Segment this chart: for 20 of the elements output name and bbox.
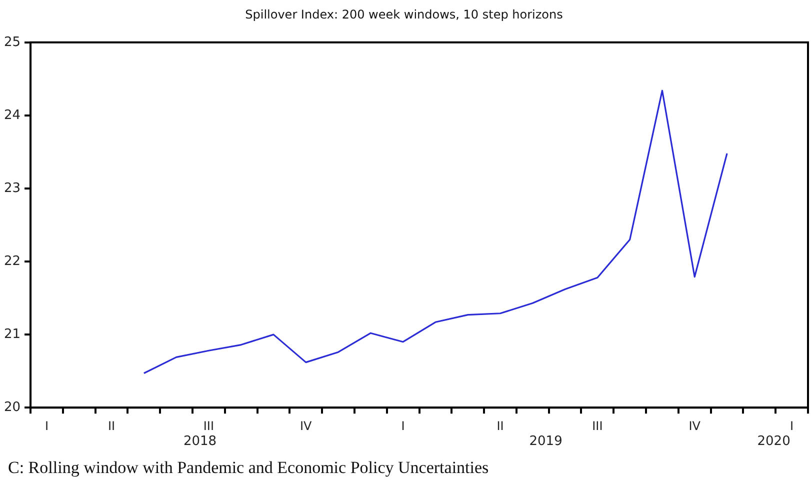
text: 2020: [757, 434, 790, 449]
text: 2019: [529, 434, 562, 449]
x-tick-label: IV: [300, 418, 313, 433]
x-tick-label: I: [44, 418, 49, 433]
y-tick-label: 23: [4, 180, 21, 196]
y-tick-label: 20: [4, 400, 21, 415]
y-tick-label: 22: [4, 254, 21, 269]
x-tick-label: II: [496, 418, 504, 433]
x-tick-label: IV: [688, 418, 702, 433]
chart-title: Spillover Index: 200 week windows, 10 step horizons: [245, 7, 563, 22]
x-tick-label: III: [592, 418, 603, 433]
y-tick-label: 21: [4, 326, 21, 342]
text: C: Rolling window with Pandemic and Economic Policy Uncertainties: [8, 458, 489, 478]
text: 2018: [183, 434, 217, 449]
y-tick-label: 25: [4, 34, 21, 50]
y-tick-label: 24: [4, 108, 21, 123]
x-tick-label: II: [108, 418, 116, 433]
x-tick-label: I: [401, 418, 405, 433]
x-tick-label: I: [790, 418, 794, 433]
x-tick-label: III: [203, 418, 214, 433]
